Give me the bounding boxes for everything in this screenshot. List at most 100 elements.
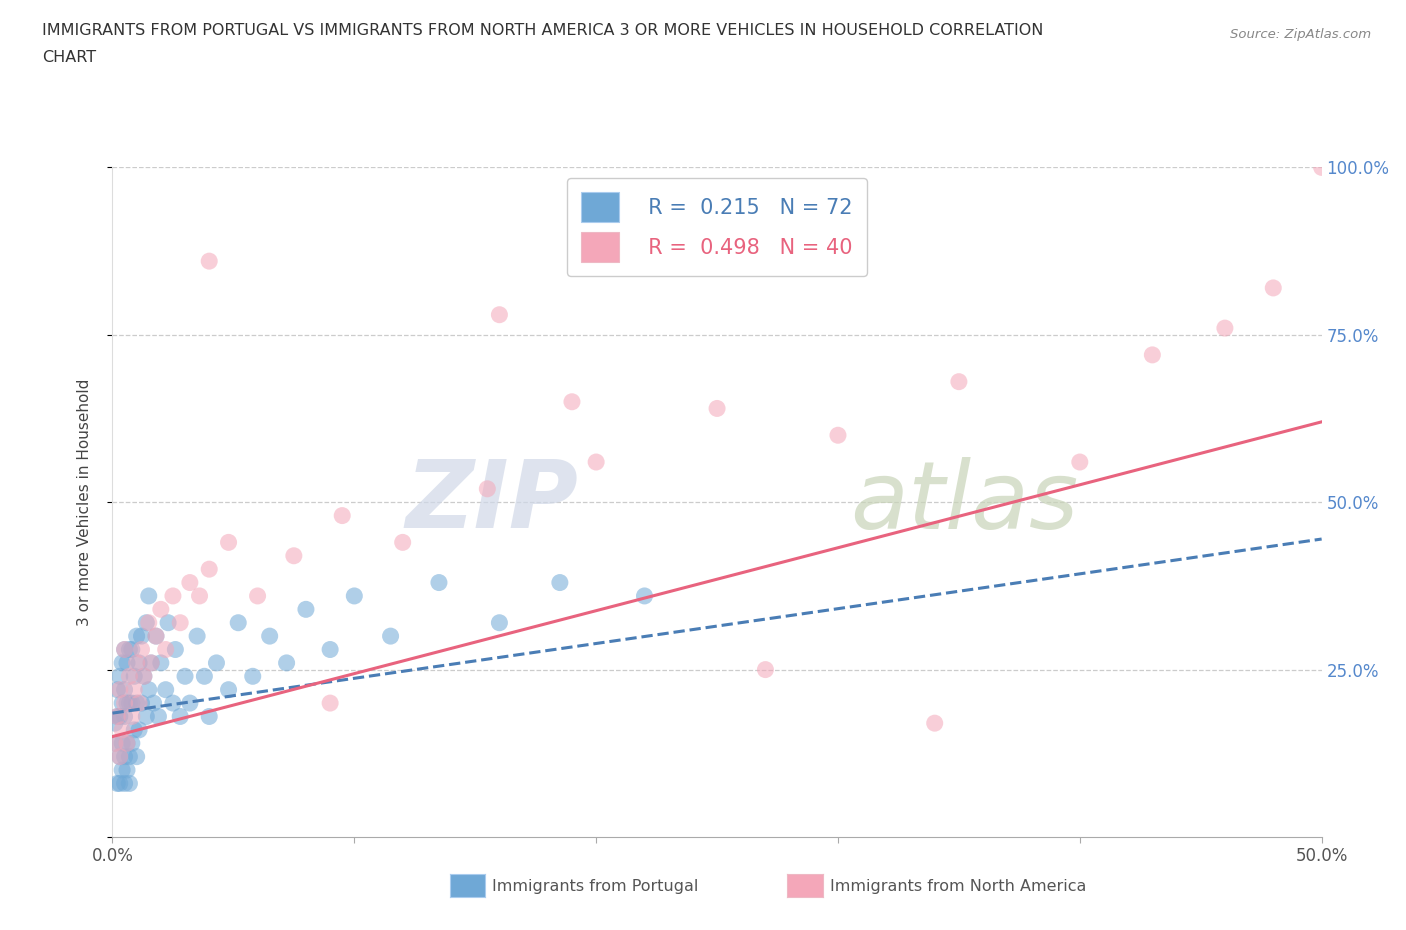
Point	[1142, 348, 1164, 363]
Point	[706, 401, 728, 416]
Text: ZIP: ZIP	[405, 457, 578, 548]
Point	[118, 750, 141, 764]
Point	[157, 616, 180, 631]
Point	[427, 575, 450, 590]
Point	[122, 669, 145, 684]
Text: Immigrants from Portugal: Immigrants from Portugal	[492, 879, 699, 894]
Point	[118, 776, 141, 790]
Point	[155, 642, 177, 657]
Point	[198, 254, 221, 269]
Point	[125, 696, 148, 711]
Point	[145, 629, 167, 644]
Point	[115, 696, 138, 711]
Point	[1310, 160, 1333, 175]
Point	[111, 656, 134, 671]
Y-axis label: 3 or more Vehicles in Household: 3 or more Vehicles in Household	[77, 379, 91, 626]
Point	[276, 656, 298, 671]
Point	[114, 683, 136, 698]
Point	[121, 709, 143, 724]
Point	[162, 589, 184, 604]
Text: CHART: CHART	[42, 50, 96, 65]
Point	[186, 629, 208, 644]
Point	[319, 642, 342, 657]
Point	[121, 642, 143, 657]
Point	[380, 629, 402, 644]
Point	[115, 763, 138, 777]
Point	[138, 589, 160, 604]
Point	[108, 669, 131, 684]
Point	[105, 776, 128, 790]
Point	[104, 736, 127, 751]
Point	[218, 683, 240, 698]
Point	[169, 709, 191, 724]
Point	[121, 736, 143, 751]
Point	[122, 683, 145, 698]
Text: IMMIGRANTS FROM PORTUGAL VS IMMIGRANTS FROM NORTH AMERICA 3 OR MORE VEHICLES IN : IMMIGRANTS FROM PORTUGAL VS IMMIGRANTS F…	[42, 23, 1043, 38]
Point	[343, 589, 366, 604]
Point	[295, 602, 318, 617]
Point	[135, 616, 157, 631]
Point	[179, 696, 201, 711]
Point	[155, 683, 177, 698]
Point	[108, 683, 131, 698]
Point	[162, 696, 184, 711]
Point	[188, 589, 211, 604]
Text: Source: ZipAtlas.com: Source: ZipAtlas.com	[1230, 28, 1371, 41]
Point	[108, 750, 131, 764]
Point	[754, 662, 776, 677]
Point	[135, 709, 157, 724]
Point	[105, 709, 128, 724]
Point	[111, 723, 134, 737]
Point	[114, 696, 136, 711]
Point	[198, 562, 221, 577]
Point	[561, 394, 583, 409]
Point	[131, 696, 153, 711]
Point	[111, 736, 134, 751]
Point	[226, 616, 249, 631]
Point	[141, 656, 163, 671]
Point	[128, 723, 150, 737]
Point	[283, 549, 305, 564]
Point	[198, 709, 221, 724]
Point	[128, 656, 150, 671]
Point	[1069, 455, 1091, 470]
Point	[125, 750, 148, 764]
Point	[218, 535, 240, 550]
Point	[827, 428, 849, 443]
Point	[125, 656, 148, 671]
Point	[242, 669, 264, 684]
Point	[1213, 321, 1236, 336]
Point	[193, 669, 215, 684]
Point	[118, 696, 141, 711]
Point	[488, 616, 510, 631]
Point	[132, 669, 155, 684]
Point	[118, 669, 141, 684]
Point	[391, 535, 413, 550]
Point	[108, 750, 131, 764]
Point	[948, 374, 970, 389]
Point	[585, 455, 607, 470]
Point	[132, 669, 155, 684]
Point	[111, 696, 134, 711]
Point	[108, 709, 131, 724]
Legend:   R =  0.215   N = 72,   R =  0.498   N = 40: R = 0.215 N = 72, R = 0.498 N = 40	[567, 178, 868, 276]
Point	[169, 616, 191, 631]
Point	[114, 776, 136, 790]
Point	[115, 736, 138, 751]
Point	[142, 696, 165, 711]
Text: Immigrants from North America: Immigrants from North America	[830, 879, 1085, 894]
Point	[128, 696, 150, 711]
Point	[105, 683, 128, 698]
Point	[138, 616, 160, 631]
Point	[924, 716, 946, 731]
Point	[104, 716, 127, 731]
Point	[105, 709, 128, 724]
Point	[118, 642, 141, 657]
Point	[319, 696, 342, 711]
Point	[125, 629, 148, 644]
Point	[548, 575, 571, 590]
Point	[108, 776, 131, 790]
Point	[148, 709, 170, 724]
Point	[259, 629, 281, 644]
Point	[145, 629, 167, 644]
